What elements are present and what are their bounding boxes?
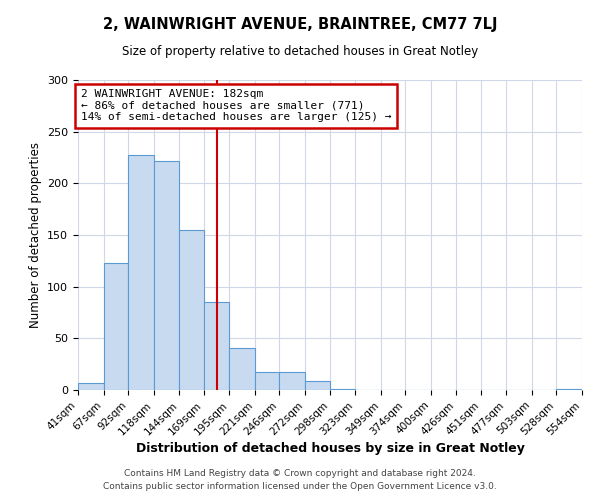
- Bar: [78, 383, 104, 390]
- Bar: [179, 230, 204, 390]
- Bar: [280, 372, 305, 390]
- Bar: [556, 389, 582, 390]
- Bar: [305, 380, 331, 390]
- Bar: [255, 372, 280, 390]
- Bar: [128, 156, 154, 390]
- Y-axis label: Number of detached properties: Number of detached properties: [29, 142, 41, 328]
- Bar: [331, 389, 355, 390]
- Text: Size of property relative to detached houses in Great Notley: Size of property relative to detached ho…: [122, 45, 478, 58]
- Text: 2 WAINWRIGHT AVENUE: 182sqm
← 86% of detached houses are smaller (771)
14% of se: 2 WAINWRIGHT AVENUE: 182sqm ← 86% of det…: [81, 90, 391, 122]
- X-axis label: Distribution of detached houses by size in Great Notley: Distribution of detached houses by size …: [136, 442, 524, 455]
- Bar: [229, 348, 255, 390]
- Text: Contains public sector information licensed under the Open Government Licence v3: Contains public sector information licen…: [103, 482, 497, 491]
- Text: Contains HM Land Registry data © Crown copyright and database right 2024.: Contains HM Land Registry data © Crown c…: [124, 468, 476, 477]
- Bar: [104, 263, 128, 390]
- Bar: [154, 160, 179, 390]
- Bar: [204, 302, 229, 390]
- Text: 2, WAINWRIGHT AVENUE, BRAINTREE, CM77 7LJ: 2, WAINWRIGHT AVENUE, BRAINTREE, CM77 7L…: [103, 18, 497, 32]
